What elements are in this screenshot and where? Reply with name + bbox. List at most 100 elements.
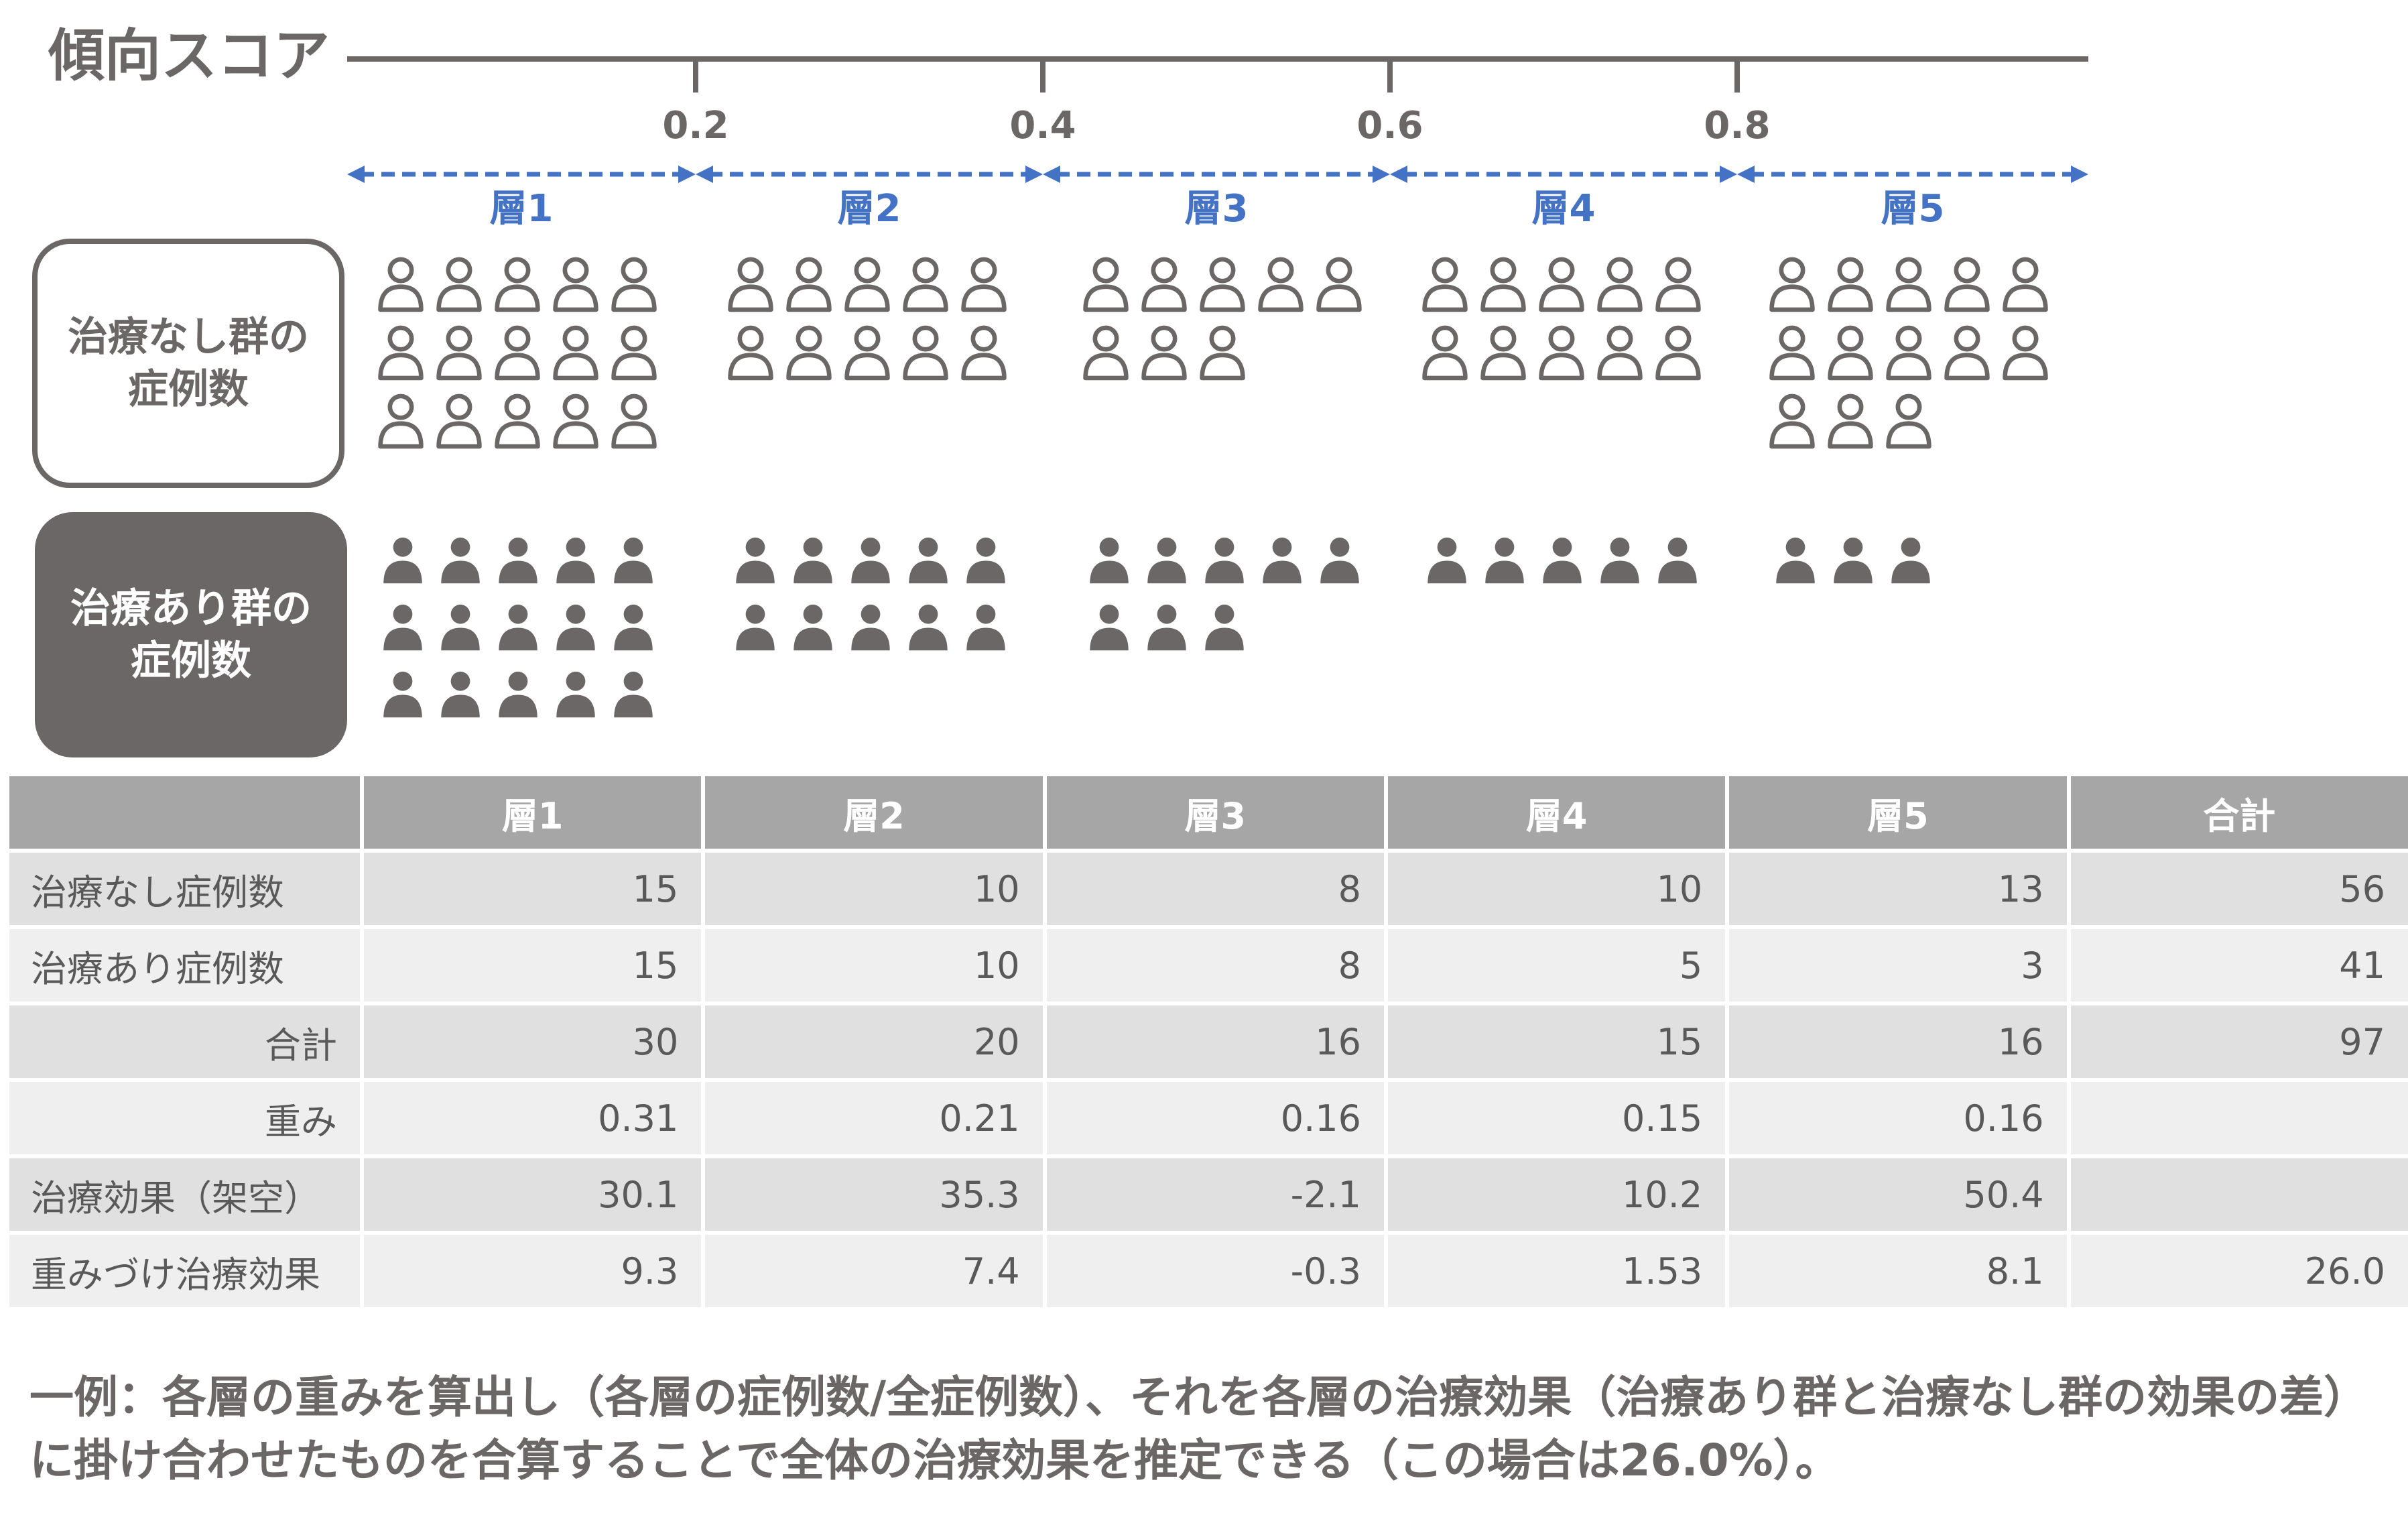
table-cell: 15 [364,929,702,1001]
person-filled-icon [383,604,422,651]
stratum-range-arrowhead [2071,166,2088,183]
person-filled-icon [441,537,480,584]
row-label: 治療効果（架空） [9,1158,361,1231]
untreated-group-label: 治療なし群の 症例数 [32,239,344,488]
row-label: 治療あり症例数 [9,929,361,1001]
person-outline-icon [378,257,424,312]
treated-icons-stratum-3 [1086,534,1374,652]
person-filled-icon [499,671,537,718]
person-filled-icon [736,604,775,651]
person-filled-icon [794,604,832,651]
treated-icons-stratum-4 [1423,534,1712,585]
untreated-label-line2: 症例数 [128,366,249,413]
table-cell: 10 [705,929,1043,1001]
stratum-range-arrowhead [1737,166,1755,183]
person-outline-icon [1769,393,1815,449]
person-filled-icon [1776,537,1815,584]
table-cell: 0.21 [705,1082,1043,1154]
stratum-range-arrowhead [678,166,696,183]
person-outline-icon [378,393,424,449]
person-filled-icon [1891,537,1930,584]
person-outline-icon [1655,325,1701,381]
person-outline-icon [1597,257,1643,312]
person-filled-icon [1205,537,1244,584]
table-cell: 1.53 [1387,1235,1726,1307]
person-outline-icon [611,325,657,381]
scale-tick-label: 0.4 [1009,104,1076,147]
person-filled-icon [736,537,775,584]
person-outline-icon [1480,325,1526,381]
person-outline-icon [1828,325,1873,381]
row-label: 治療なし症例数 [9,853,361,925]
untreated-icons-stratum-3 [1080,255,1372,381]
stratum-label: 層4 [1532,187,1596,228]
person-filled-icon [499,604,537,651]
person-filled-icon [1543,537,1582,584]
untreated-icons-stratum-4 [1419,255,1711,381]
person-outline-icon [961,257,1007,312]
person-outline-icon [1083,325,1129,381]
person-outline-icon [1886,393,1931,449]
stratum-label: 層1 [490,187,554,228]
person-outline-icon [961,325,1007,381]
person-outline-icon [1655,257,1701,312]
stratum-label: 層3 [1185,187,1249,228]
table-cell: 8 [1046,929,1384,1001]
person-outline-icon [1141,257,1187,312]
person-outline-icon [728,325,773,381]
person-filled-icon [499,537,537,584]
untreated-icons-stratum-5 [1767,255,2058,449]
strata-table: 層1 層2 層3 層4 層5 合計 治療なし症例数 15 10 8 10 13 … [5,772,2408,1311]
person-filled-icon [794,537,832,584]
stratum-range-arrowhead [1390,166,1407,183]
untreated-icons-stratum-1 [375,255,667,449]
person-filled-icon [1485,537,1524,584]
table-header-stratum-1: 層1 [364,776,702,849]
table-cell [2070,1158,2408,1231]
untreated-label-line1: 治療なし群の [68,314,309,361]
table-cell: 30.1 [364,1158,702,1231]
person-filled-icon [1658,537,1697,584]
table-cell: -0.3 [1046,1235,1384,1307]
person-filled-icon [614,537,653,584]
table-cell: 8.1 [1729,1235,2067,1307]
person-outline-icon [1422,325,1468,381]
stratum-range-arrowhead [696,166,713,183]
person-outline-icon [1828,257,1873,312]
stratum-range-arrowhead [347,166,365,183]
person-outline-icon [1200,325,1245,381]
person-outline-icon [844,257,890,312]
person-filled-icon [851,604,890,651]
table-cell: 0.16 [1046,1082,1384,1154]
table-cell: 30 [364,1006,702,1078]
person-outline-icon [786,325,832,381]
scale-tick-label: 0.6 [1356,104,1423,147]
person-outline-icon [1886,257,1931,312]
table-cell: 41 [2070,929,2408,1001]
row-label: 合計 [9,1006,361,1078]
person-outline-icon [553,257,598,312]
table-cell: 15 [1387,1006,1726,1078]
untreated-icons-stratum-2 [725,255,1017,381]
person-outline-icon [903,257,948,312]
person-outline-icon [903,325,948,381]
person-outline-icon [2003,257,2048,312]
person-outline-icon [1316,257,1362,312]
person-outline-icon [553,325,598,381]
table-cell: 10 [705,853,1043,925]
treated-icons-stratum-1 [379,534,668,719]
person-filled-icon [1090,537,1129,584]
scale-title: 傾向スコア [48,23,330,88]
table-row-total: 合計 30 20 16 15 16 97 [9,1006,2408,1078]
person-filled-icon [556,537,595,584]
table-cell: 0.15 [1387,1082,1726,1154]
table-cell: -2.1 [1046,1158,1384,1231]
person-outline-icon [1200,257,1245,312]
person-filled-icon [1428,537,1466,584]
person-outline-icon [611,393,657,449]
person-outline-icon [495,393,540,449]
treated-group-label: 治療あり群の 症例数 [35,512,347,757]
treated-label-line2: 症例数 [131,637,251,684]
person-filled-icon [1090,604,1129,651]
table-cell: 26.0 [2070,1235,2408,1307]
